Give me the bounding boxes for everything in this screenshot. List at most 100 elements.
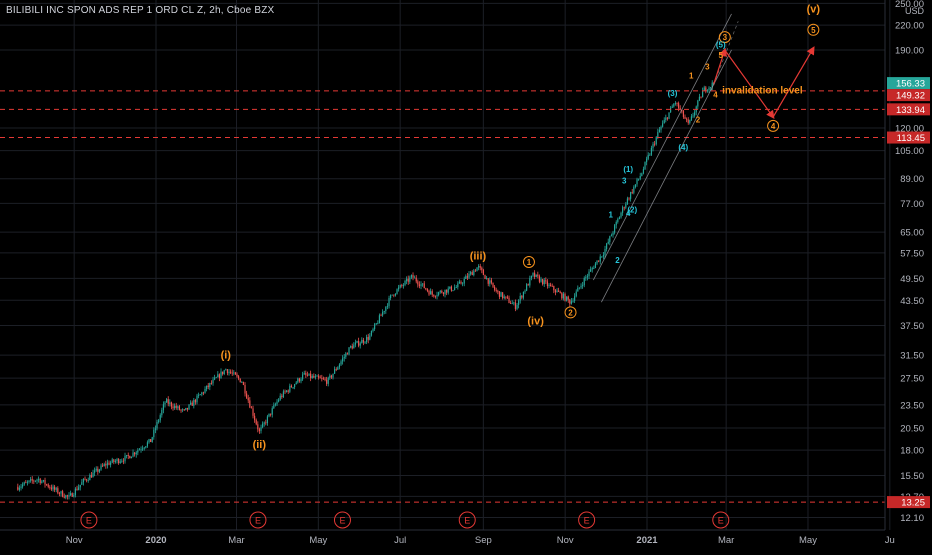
candle-body [585, 277, 587, 279]
candle-body [481, 267, 483, 271]
candle-body [393, 294, 395, 296]
candles [17, 80, 715, 500]
projection-segment [724, 49, 775, 119]
candle-body [634, 184, 637, 188]
candle-body [383, 310, 385, 313]
candle-body [658, 129, 661, 133]
candle-body [527, 284, 529, 286]
candle-body [159, 415, 161, 421]
candle-body [321, 378, 323, 379]
wave-label: 3 [622, 176, 627, 185]
candle-body [663, 120, 665, 124]
candle-body [711, 82, 713, 87]
candle-body [319, 377, 321, 379]
candle-body [303, 373, 305, 375]
candle-body [545, 280, 547, 282]
earnings-marker: E [339, 516, 345, 526]
candle-body [495, 289, 497, 291]
candle-body [593, 268, 595, 269]
candle-body [241, 382, 243, 383]
grid [0, 0, 891, 530]
candle-body [394, 293, 397, 296]
candle-body [710, 86, 712, 88]
candle-body [41, 481, 43, 483]
candle-body [633, 187, 635, 193]
candle-body [158, 420, 160, 422]
candle-body [172, 406, 174, 409]
candle-body [95, 468, 97, 471]
candle-body [44, 479, 46, 485]
candle-body [423, 283, 425, 289]
candle-body [234, 372, 237, 375]
currency-label: USD [905, 6, 925, 16]
candle-body [639, 176, 641, 179]
candle-body [348, 347, 350, 355]
annotations: invalidation level [722, 85, 803, 96]
candle-body [598, 260, 600, 262]
price-tick: 23.50 [900, 400, 924, 411]
wave-label: (1) [623, 165, 633, 174]
candle-body [703, 87, 705, 91]
candle-body [129, 455, 131, 459]
candle-body [82, 478, 85, 483]
candle-body [177, 406, 179, 408]
candle-body [702, 90, 704, 98]
candle-body [242, 382, 245, 385]
candle-body [610, 235, 613, 237]
candle-body [308, 373, 310, 376]
candle-body [18, 487, 21, 490]
price-badge-bg [887, 77, 930, 90]
candle-body [220, 371, 222, 378]
candle-body [236, 374, 238, 377]
candle-body [282, 391, 285, 397]
candle-body [263, 422, 265, 424]
candle-body [657, 132, 659, 138]
time-tick: Nov [557, 535, 574, 546]
candle-body [490, 280, 493, 283]
candle-body [618, 217, 621, 220]
candle-body [134, 452, 136, 455]
candle-body [350, 346, 352, 348]
candle-body [254, 415, 256, 421]
candle-body [57, 488, 59, 494]
candle-body [484, 275, 486, 279]
candle-body [297, 378, 299, 383]
candle-body [196, 395, 198, 403]
candle-body [489, 280, 491, 284]
candle-body [98, 469, 101, 472]
candle-body [460, 281, 462, 284]
candle-body [617, 219, 619, 222]
candle-body [516, 305, 518, 309]
earnings-marker-circle [712, 511, 730, 529]
projection [713, 46, 815, 119]
candle-body [249, 400, 251, 408]
wave-label-circle [718, 31, 731, 44]
candle-body [586, 276, 589, 278]
price-tick: 49.50 [900, 274, 924, 285]
candle-body [646, 158, 648, 163]
candle-body [396, 289, 398, 294]
candle-body [697, 100, 699, 107]
candle-body [426, 289, 429, 291]
candle-body [647, 155, 649, 159]
candle-body [386, 306, 389, 307]
candle-body [207, 385, 209, 387]
earnings-marker: E [718, 516, 724, 526]
candle-body [326, 379, 328, 384]
candle-body [537, 274, 539, 277]
candle-body [201, 392, 203, 395]
candle-body [252, 408, 254, 416]
candle-body [166, 399, 168, 403]
candle-body [689, 120, 691, 123]
candle-body [215, 377, 217, 379]
candle-body [638, 178, 640, 180]
candle-body [700, 96, 702, 98]
candle-body [178, 406, 181, 410]
candle-body [119, 461, 121, 463]
candle-body [276, 401, 278, 405]
candle-body [162, 404, 165, 410]
candle-body [113, 459, 115, 462]
candle-body [262, 423, 264, 428]
candle-body [590, 269, 592, 272]
